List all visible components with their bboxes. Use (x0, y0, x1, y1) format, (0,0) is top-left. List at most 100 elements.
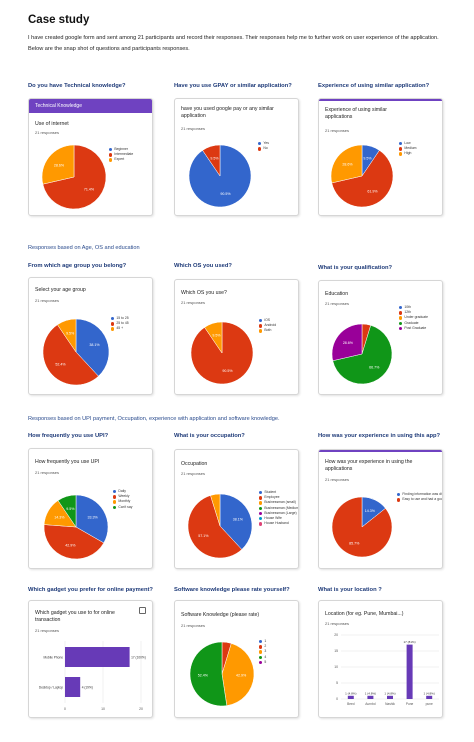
pie-slice (219, 493, 253, 550)
chart-legend: Low Medium High (399, 141, 416, 157)
legend-label: Graduate (404, 320, 419, 325)
card-responses: 21 responses (181, 300, 206, 305)
pie-chart: 38.1% 52.4% 9.5% (43, 318, 110, 386)
x-category-label: Nashik (385, 702, 395, 706)
card-occupation: Occupation 21 responses 38.1% 57.1% Stude… (174, 449, 299, 569)
legend-swatch (259, 511, 263, 516)
pie-slice-label: 9.5% (363, 157, 372, 161)
legend-label: Medium (404, 146, 417, 151)
bar (406, 644, 413, 699)
pie-slice-label: 61.9% (367, 190, 378, 194)
legend-swatch (259, 522, 263, 526)
pie-slice-label: 28.6% (54, 163, 65, 167)
legend-label: Finding information was difficult (402, 492, 443, 496)
card-responses: 21 responses (35, 130, 60, 135)
legend-label: 3 (264, 649, 267, 654)
card-question: How was your experience in using the app… (325, 459, 413, 472)
pie-chart: 66.7% 28.6% (331, 323, 393, 385)
legend-label: Android (264, 323, 277, 328)
legend-item: Daily (113, 489, 132, 494)
question-upi-frequency: How frequently you use UPI? (28, 433, 109, 439)
bar (347, 695, 354, 699)
legend-swatch (259, 645, 263, 649)
legend-label: 25 to 45 (116, 321, 129, 326)
legend-swatch (258, 141, 262, 146)
card-gpay: have you used google pay or any similar … (174, 98, 299, 216)
legend-swatch (113, 505, 117, 509)
pie-slice (331, 150, 394, 208)
bar-chart-location: 0 5 10 15 20 1 (4.8%) Beed 1 (4.8%) Aurnbd 1 (4.8… (334, 633, 439, 706)
x-category-label: Pune (406, 702, 414, 706)
legend-label: Businessman (small) (264, 500, 296, 505)
legend-swatch (397, 498, 401, 502)
question-occupation: What is your occupation? (174, 433, 245, 439)
legend-label: Post Graduate (404, 325, 427, 330)
pie-slice-label: 28.6% (343, 341, 354, 345)
copy-icon[interactable] (139, 607, 146, 614)
legend-swatch (399, 316, 403, 320)
bar-chart-gadget: 0 10 20 Mobile Phone 17 (100%) Desktop / Lapt… (39, 641, 146, 711)
legend-label: Yes (263, 141, 269, 145)
bar (367, 695, 374, 699)
chart-legend: Daily Weekly Monthly Can't say (113, 489, 132, 510)
pie-slice-label: 90.5% (220, 192, 231, 196)
question-gpay: Have you use GPAY or similar application… (174, 83, 292, 89)
question-os: Which OS you used? (174, 263, 232, 269)
bar (65, 647, 130, 667)
legend-swatch (258, 147, 262, 151)
pie-slice (210, 493, 221, 527)
chart-legend: iOS Android Both (259, 318, 276, 334)
pie-slice (57, 494, 77, 528)
card-responses: 21 responses (181, 126, 206, 131)
legend-item: 45 + (111, 326, 129, 331)
pie-slice-label: 9.5% (210, 157, 219, 161)
legend-swatch (399, 305, 403, 310)
legend-label: Businessman (Medium) (264, 505, 299, 510)
legend-swatch (113, 489, 117, 494)
chart-legend: 10th 12th Under graduate Graduate Post Gradu… (399, 305, 428, 331)
legend-label: Daily (118, 489, 126, 493)
pie-slice (187, 495, 243, 559)
pie-slice-label: 85.7% (349, 542, 360, 546)
chart-legend: 15 to 25 25 to 45 45 + (111, 316, 129, 332)
legend-label: Can't say (118, 504, 133, 509)
card-responses: 21 responses (325, 128, 350, 133)
page-title: Case study (28, 14, 90, 26)
legend-label: 2 (264, 644, 267, 649)
legend-swatch (109, 147, 113, 152)
pie-slice (330, 144, 363, 184)
y-tick-label: 0 (336, 697, 338, 701)
legend-item: Businessman (small) (259, 500, 298, 505)
legend-item: iOS (259, 318, 276, 323)
pie-slice-label: 57.1% (198, 534, 209, 538)
legend-item: Beginner (109, 147, 133, 152)
card-question: Location (for eg. Pune, Mumbai...) (325, 611, 404, 617)
question-experience-similar: Experience of using similar application? (318, 83, 430, 89)
legend-item: Businessman (Large) (259, 511, 298, 516)
pie-chart: 90.5% 9.5% (190, 321, 254, 385)
pie-slice (202, 144, 221, 177)
legend-label: 15 to 25 (116, 316, 129, 320)
card-responses: 21 responses (325, 477, 350, 482)
legend-item: 2 (259, 644, 266, 649)
card-responses: 21 responses (181, 623, 206, 628)
legend-swatch (109, 153, 113, 157)
pie-slice-label: 38.1% (89, 343, 100, 347)
legend-item: Post Graduate (399, 326, 428, 331)
legend-swatch (111, 327, 115, 331)
legend-swatch (397, 492, 401, 497)
intro-text: I have created google form and sent amon… (28, 35, 439, 52)
card-question: Occupation (181, 461, 208, 467)
legend-item: 5 (259, 660, 266, 665)
legend-swatch (259, 655, 263, 659)
card-experience-similar: Experience of using similar applications… (318, 98, 443, 216)
card-software-knowledge: Software Knowledge (please rate) 21 resp… (174, 600, 299, 718)
bar-value-label: 4 (19%) (82, 686, 93, 690)
pie-slice (43, 324, 99, 386)
legend-label: 1 (264, 639, 267, 643)
question-software-knowledge: Software knowledge please rate yourself? (174, 587, 290, 593)
pie-chart: 14.3% 85.7% (331, 496, 393, 558)
legend-item: 12th (399, 310, 428, 315)
y-tick-label: 10 (334, 665, 338, 669)
